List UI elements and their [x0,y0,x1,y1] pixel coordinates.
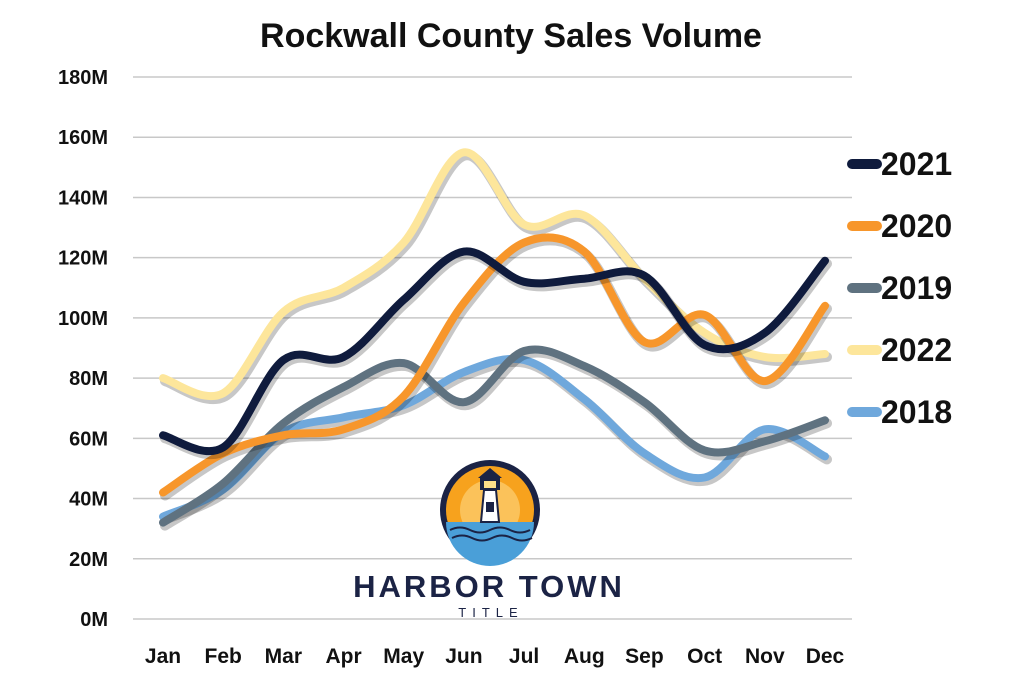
x-tick-label: Jun [445,645,482,668]
x-tick-label: Apr [325,645,361,668]
x-tick-label: Dec [806,645,845,668]
series-lines [159,148,832,531]
logo-subtitle: TITLE [458,605,523,620]
y-tick-label: 60M [69,428,108,450]
y-tick-label: 0M [80,609,108,631]
y-tick-label: 120M [58,248,108,270]
x-axis-ticks: Jan Feb Mar Apr May Jun Jul Aug Sep Oct Nov Dec [145,645,845,668]
x-tick-label: Jan [145,645,181,668]
chart-title: Rockwall County Sales Volume [260,17,762,55]
x-tick-label: May [383,645,424,668]
series-line-2022 [159,148,829,401]
series-line-2021 [159,247,829,456]
y-tick-label: 180M [58,67,108,89]
series-shadow-2021 [160,249,832,460]
legend-item-2019: 2019 [847,270,952,306]
legend-label: 2021 [881,146,952,182]
harbor-town-logo: HARBOR TOWN TITLE [353,460,625,620]
x-tick-label: Oct [687,645,722,668]
y-tick-label: 100M [58,308,108,330]
series-line-2020 [159,233,829,497]
series-2022 [159,148,832,405]
legend-item-2021: 2021 [847,146,952,182]
y-tick-label: 140M [58,187,108,209]
x-tick-label: Feb [205,645,242,668]
x-tick-label: Nov [745,645,785,668]
legend-label: 2019 [881,270,952,306]
legend-label: 2018 [881,394,952,430]
legend: 2021 2020 2019 2022 2018 [847,146,952,430]
legend-item-2020: 2020 [847,208,952,244]
y-tick-label: 80M [69,368,108,390]
lighthouse-icon [440,460,540,566]
x-tick-label: Mar [265,645,302,668]
legend-item-2022: 2022 [847,332,952,368]
x-tick-label: Jul [509,645,539,668]
x-tick-label: Sep [625,645,664,668]
series-2021 [159,247,832,460]
x-tick-label: Aug [564,645,605,668]
logo-name: HARBOR TOWN [353,569,625,604]
y-tick-label: 160M [58,127,108,149]
y-tick-label: 20M [69,549,108,571]
series-2020 [159,233,832,501]
y-tick-label: 40M [69,489,108,511]
y-axis-ticks: 0M 20M 40M 60M 80M 100M 120M 140M 160M 180M [58,67,108,631]
legend-label: 2020 [881,208,952,244]
series-line-2019 [159,345,829,527]
legend-label: 2022 [881,332,952,368]
legend-item-2018: 2018 [847,394,952,430]
